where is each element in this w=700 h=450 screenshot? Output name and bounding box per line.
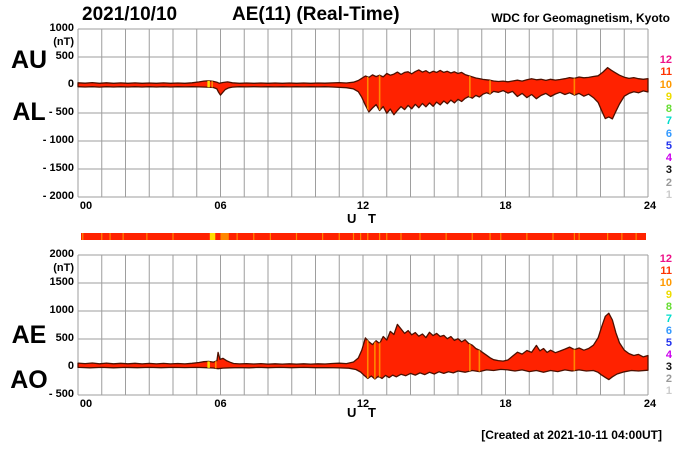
y-tick-label: - 1500 xyxy=(42,162,74,174)
x-tick-label: 18 xyxy=(499,398,512,410)
station-count-legend-2: 2 xyxy=(665,373,672,385)
page-title: AE(11) (Real-Time) xyxy=(232,4,400,25)
ut-axis-label-top: U T xyxy=(347,211,380,226)
station-count-legend-9: 9 xyxy=(665,289,672,301)
x-tick-label: 24 xyxy=(643,398,657,410)
station-count-legend-2: 2 xyxy=(665,176,672,189)
panel-0-grid xyxy=(77,28,649,198)
station-count-legend-12: 12 xyxy=(659,253,672,265)
al-series-label: AL xyxy=(12,98,46,126)
station-count-legend-11: 11 xyxy=(660,265,672,277)
x-tick-label: 00 xyxy=(79,200,93,212)
y-tick-label: 500 xyxy=(55,332,74,344)
created-timestamp: [Created at 2021-10-11 04:00UT] xyxy=(481,428,662,442)
y-tick-label: 0 xyxy=(67,360,74,372)
station-count-legend-10: 10 xyxy=(659,78,672,91)
y-tick-label: - 500 xyxy=(48,106,74,118)
ao-series-label: AO xyxy=(10,366,48,394)
unit-label-bottom: (nT) xyxy=(53,262,74,274)
station-count-legend-3: 3 xyxy=(665,361,672,373)
station-count-legend-9: 9 xyxy=(665,90,672,103)
unit-label-top: (nT) xyxy=(53,36,74,48)
station-count-legend-4: 4 xyxy=(665,349,672,361)
panel-0-envelope-area xyxy=(77,66,649,120)
station-count-legend-1: 1 xyxy=(665,188,672,201)
station-count-legend-5: 5 xyxy=(665,139,672,152)
station-count-legend-6: 6 xyxy=(665,325,672,337)
y-tick-label: 2000 xyxy=(49,248,74,260)
station-count-legend-1: 1 xyxy=(665,385,672,397)
x-tick-label: 24 xyxy=(643,200,657,212)
station-count-legend-12: 12 xyxy=(659,54,672,66)
station-count-legend-10: 10 xyxy=(659,277,672,289)
y-tick-label: 1500 xyxy=(49,276,74,288)
x-tick-label: 06 xyxy=(214,200,227,212)
au-series-label: AU xyxy=(10,46,48,74)
ut-axis-label-bottom: U T xyxy=(347,405,380,420)
x-tick-label: 06 xyxy=(214,398,227,410)
wdc-credit: WDC for Geomagnetism, Kyoto xyxy=(491,11,670,25)
station-count-legend-7: 7 xyxy=(665,313,672,325)
y-tick-label: 0 xyxy=(67,78,74,90)
station-count-legend-7: 7 xyxy=(665,115,672,128)
station-count-legend-11: 11 xyxy=(660,66,672,79)
y-tick-label: 500 xyxy=(55,50,74,62)
date-label: 2021/10/10 xyxy=(82,4,178,25)
y-tick-label: - 1000 xyxy=(42,134,74,146)
station-count-bar xyxy=(81,233,646,240)
station-count-legend-8: 8 xyxy=(665,301,672,313)
ae-series-label: AE xyxy=(11,321,47,349)
y-tick-label: - 500 xyxy=(48,388,74,400)
station-count-legend-5: 5 xyxy=(665,337,672,349)
y-tick-label: - 2000 xyxy=(42,190,74,202)
x-tick-label: 12 xyxy=(356,200,370,212)
station-count-legend-4: 4 xyxy=(665,152,672,165)
station-count-legend-8: 8 xyxy=(665,103,672,116)
y-tick-label: 1000 xyxy=(49,304,74,316)
x-tick-label: 18 xyxy=(499,200,512,212)
station-count-legend-3: 3 xyxy=(665,164,672,177)
panel-1-envelope-area xyxy=(77,312,649,381)
y-tick-label: 1000 xyxy=(49,22,74,34)
x-tick-label: 12 xyxy=(356,398,370,410)
x-tick-label: 00 xyxy=(79,398,93,410)
station-count-legend-6: 6 xyxy=(665,127,672,140)
